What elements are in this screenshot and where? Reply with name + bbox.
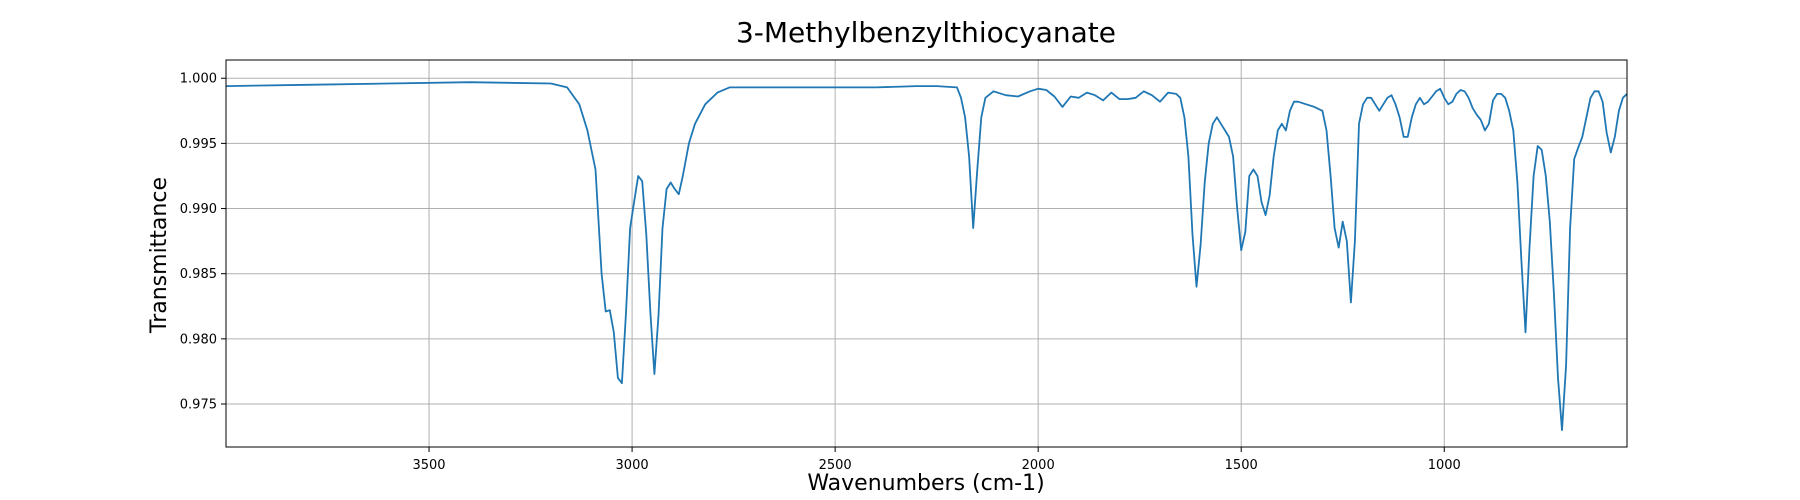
plot-frame xyxy=(225,59,1628,448)
y-tick-label: 0.980 xyxy=(180,332,217,347)
series-line xyxy=(225,81,1628,432)
series-layer xyxy=(225,81,1628,432)
y-tick-label: 0.995 xyxy=(180,137,217,152)
grid xyxy=(226,60,1627,447)
chart-title: 3-Methylbenzylthiocyanate xyxy=(736,16,1116,49)
y-axis-ticks: 0.975 0.980 0.985 0.990 0.995 1.000 xyxy=(180,72,226,413)
x-tick-label: 3500 xyxy=(412,458,445,473)
x-tick-label: 2000 xyxy=(1022,458,1055,473)
x-axis-ticks: 3500 3000 2500 2000 1500 1000 xyxy=(412,447,1461,473)
x-axis-label: Wavenumbers (cm-1) xyxy=(807,471,1044,496)
y-tick-label: 0.975 xyxy=(180,398,217,413)
y-tick-label: 0.985 xyxy=(180,267,217,282)
x-tick-label: 1000 xyxy=(1428,458,1461,473)
y-tick-label: 0.990 xyxy=(180,202,217,217)
x-tick-label: 3000 xyxy=(616,458,649,473)
y-tick-label: 1.000 xyxy=(180,72,217,87)
x-tick-label: 2500 xyxy=(819,458,852,473)
x-tick-label: 1500 xyxy=(1225,458,1258,473)
y-axis-label: Transmittance xyxy=(147,177,172,334)
